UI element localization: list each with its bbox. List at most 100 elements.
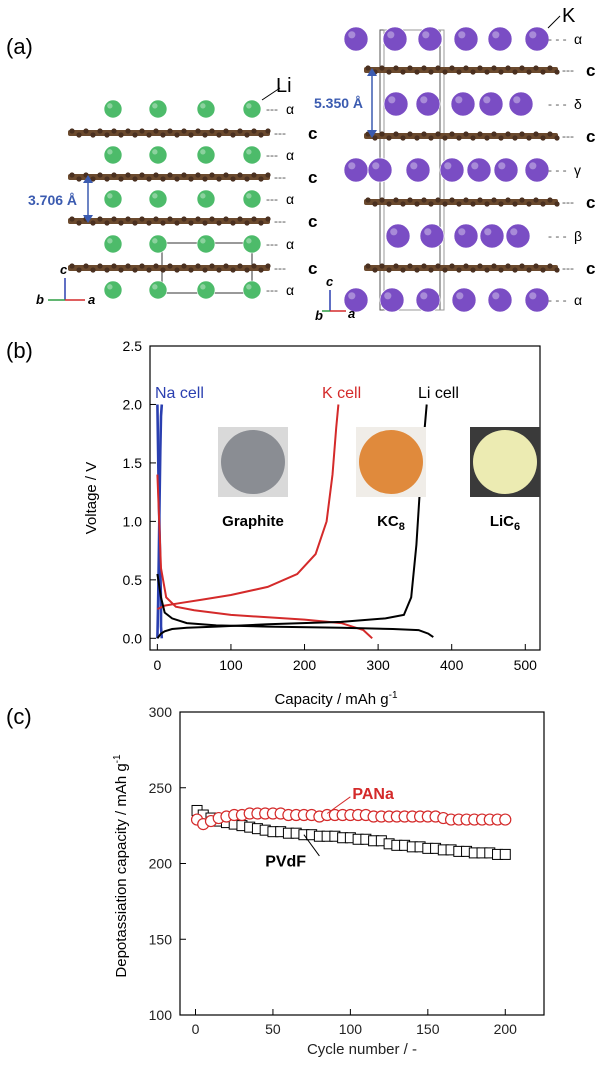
k-atom-shine [484,228,492,236]
carbon-atom [477,131,483,137]
li-atom-shine [246,238,252,244]
carbon-atom [146,132,152,138]
carbon-atom [90,176,96,182]
k-atom-shine [388,96,396,104]
carbon-layer-label: c [586,259,595,278]
stacking-label: α [286,101,294,117]
carbon-layer-label: c [586,127,595,146]
k-atom [379,287,405,313]
dash-leader: --- [562,129,574,143]
li-atom-shine [107,103,113,109]
carbon-atom [512,201,518,207]
carbon-atom [407,263,413,269]
carbon-atom [153,216,159,222]
carbon-atom [167,172,173,178]
carbon-atom [139,172,145,178]
k-atom [453,26,479,52]
carbon-atom [104,267,110,273]
photo-caption: LiC6 [490,513,520,533]
li-atom [103,99,123,119]
carbon-atom [519,65,525,71]
carbon-atom [435,131,441,137]
y-tick-label-b: 1.0 [123,513,143,529]
carbon-atom [554,201,560,207]
plot-frame-c [179,711,545,1016]
k-atom [493,157,519,183]
carbon-atom [244,267,250,273]
axis-c-label: c [60,262,68,277]
k-atom [451,287,477,313]
li-atom [148,145,168,165]
carbon-atom [76,267,82,273]
dash-leader: --- [266,102,278,116]
k-atom [439,157,465,183]
carbon-atom [111,216,117,222]
li-atom [103,145,123,165]
li-atom-shine [200,149,206,155]
carbon-atom [181,172,187,178]
axis-b-label: b [36,292,44,307]
dash-leader: - - - [548,229,567,243]
li-atom [242,99,262,119]
li-atom [103,280,123,300]
carbon-atom [393,197,399,203]
carbon-atom [181,216,187,222]
carbon-atom [393,263,399,269]
li-atom [196,280,216,300]
carbon-atom [237,216,243,222]
carbon-atom [118,176,124,182]
atom-pointer [547,15,561,29]
carbon-atom [167,128,173,134]
carbon-atom [111,128,117,134]
carbon-atom [69,128,75,134]
stacking-label: δ [574,96,582,112]
li-atom [196,234,216,254]
x-tick-label-b: 300 [366,657,390,673]
carbon-atom [244,220,250,226]
carbon-atom [83,128,89,134]
li-atom-shine [200,238,206,244]
carbon-atom [216,267,222,273]
carbon-atom [421,65,427,71]
carbon-atom [365,65,371,71]
carbon-atom [188,176,194,182]
li-atom-shine [246,149,252,155]
carbon-atom [83,263,89,269]
dash-leader: --- [266,148,278,162]
carbon-atom [244,132,250,138]
li-atom-shine [107,193,113,199]
k-atom [385,223,411,249]
carbon-atom [449,197,455,203]
y-tick-label-b: 0.0 [123,630,143,646]
carbon-layer-label: c [308,259,317,278]
k-atom-shine [384,292,392,300]
carbon-atom [251,172,257,178]
k-atom [343,157,369,183]
carbon-atom [428,69,434,75]
stacking-label: γ [574,162,581,178]
carbon-layer-label: c [586,193,595,212]
k-atom [453,223,479,249]
carbon-atom [90,267,96,273]
dash-leader: --- [274,126,286,140]
carbon-atom [202,132,208,138]
carbon-atom [379,131,385,137]
carbon-atom [251,216,257,222]
carbon-atom [188,267,194,273]
carbon-atom [414,135,420,141]
carbon-atom [365,197,371,203]
carbon-atom [526,267,532,273]
carbon-atom [132,220,138,226]
dash-leader: --- [266,283,278,297]
atom-pointer [261,87,281,101]
k-atom [383,91,409,117]
carbon-atom [414,69,420,75]
x-tick-label-b: 100 [219,657,243,673]
carbon-atom [407,197,413,203]
carbon-atom [230,132,236,138]
carbon-atom [463,263,469,269]
carbon-atom [195,263,201,269]
carbon-atom [442,135,448,141]
y-tick-label-b: 2.5 [123,338,143,354]
li-atom-shine [152,149,158,155]
